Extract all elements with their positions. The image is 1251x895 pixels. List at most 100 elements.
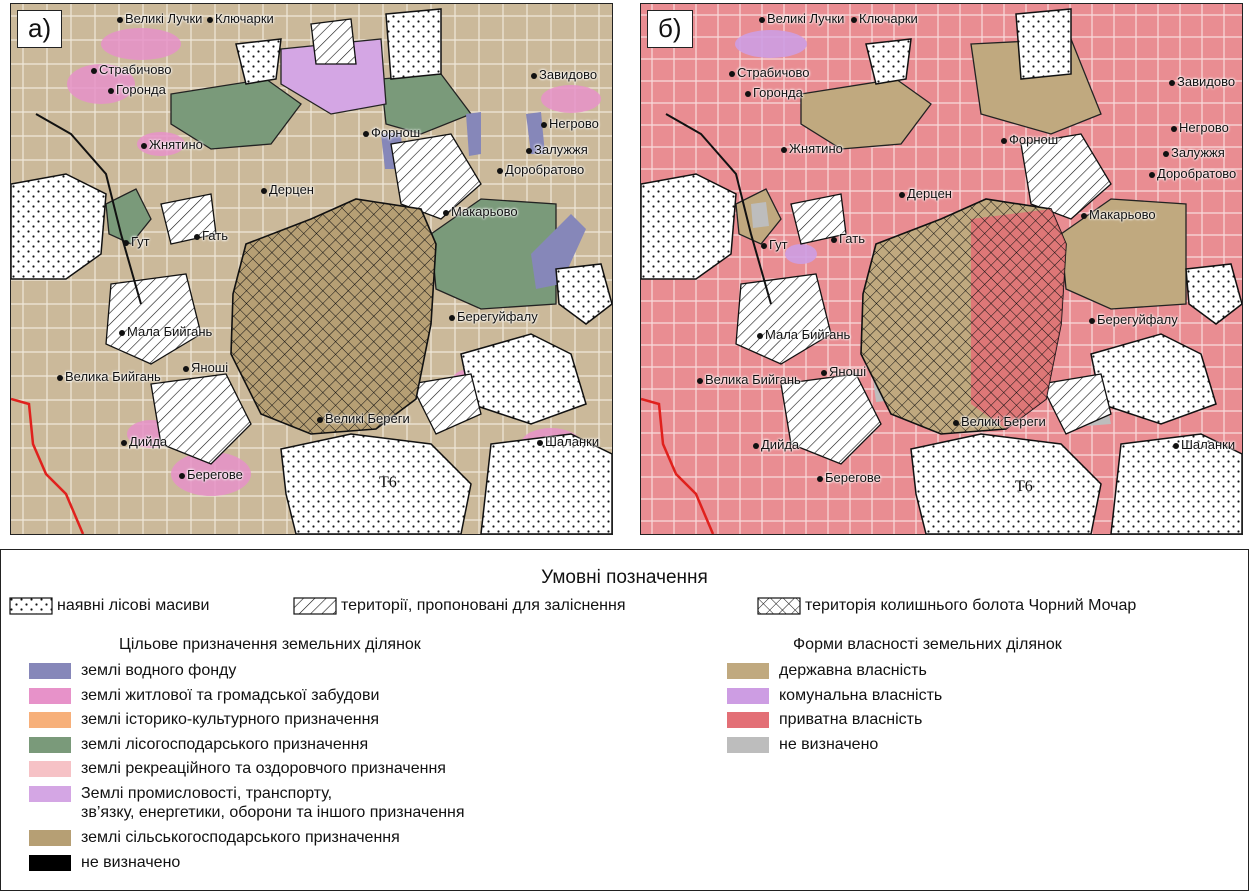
settlement-dot-icon [443,209,449,216]
settlement-dot-icon [899,191,905,198]
legend-item-label: приватна власність [779,711,923,728]
place-diida: Дийда [753,437,799,452]
settlement-dot-icon [781,146,787,153]
legend-swatch [29,785,71,802]
settlement-dot-icon [194,233,200,240]
place-hat: Гать [194,228,228,243]
road-number-label: Т6 [1015,478,1033,495]
legend-swatch [29,663,71,679]
legend-item-label: не визначено [779,735,879,753]
legend-item-label: комунальна власність [779,686,943,704]
legend-item-label: не визначено [81,853,181,871]
place-nehrovo: Негрово [541,116,599,131]
settlement-dot-icon [317,416,323,423]
settlement-dot-icon [117,16,123,23]
legend-item-label: землі лісогосподарського призначення [81,735,369,753]
settlement-dot-icon [526,147,532,154]
settlement-dot-icon [851,16,857,23]
settlement-dot-icon [91,67,97,74]
place-mala-byihan: Мала Бийгань [119,324,212,339]
place-yanoshi: Яноші [821,364,866,379]
map-panel-ownership: б) Великі Лучки Ключарки Страбичово Горо… [640,3,1243,535]
place-berehove: Берегове [817,470,881,485]
settlement-dot-icon [817,475,823,482]
place-velyki-luchky: Великі Лучки [117,11,202,26]
settlement-dot-icon [537,439,543,446]
place-zavydovo: Завидово [531,67,597,82]
place-diida: Дийда [121,434,167,449]
place-zhniatyno: Жнятино [781,141,843,156]
settlement-dot-icon [141,142,147,149]
settlement-dot-icon [757,332,763,339]
settlement-dot-icon [121,439,127,446]
settlement-dot-icon [363,130,369,137]
legend-item-label: державна власність [779,662,927,679]
panel-label-a: а) [17,10,63,48]
place-makarovo: Макарьово [443,204,518,219]
settlement-dot-icon [1173,442,1179,449]
settlement-dot-icon [261,187,267,194]
place-berehuifalu: Берегуйфалу [449,309,538,324]
legend-swatch [29,687,71,704]
settlement-dot-icon [497,167,503,174]
place-mala-byihan: Мала Бийгань [757,327,850,342]
place-zavydovo: Завидово [1169,74,1235,89]
place-zaluzhzhia: Залужжя [526,142,588,157]
settlement-dot-icon [108,87,114,94]
legend: Умовні позначення наявні лісові масиви т… [0,549,1249,891]
settlement-dot-icon [449,314,455,321]
legend-item-label: землі житлової та громадської забудови [81,686,380,704]
legend-swatch [727,712,769,728]
legend-pattern-bog: територія колишнього болота Чорний Мочар [757,597,1136,615]
settlement-dot-icon [1163,150,1169,157]
legend-item-label: Землі промисловості, транспорту, [81,784,333,802]
place-dertsen: Дерцен [899,186,952,201]
settlement-dot-icon [1149,171,1155,178]
place-velyka-byihan: Велика Бийгань [57,369,161,384]
place-kliucharky: Ключарки [207,11,274,26]
settlement-dot-icon [57,374,63,381]
map-canvas-purpose [11,4,612,534]
place-hat: Гать [831,231,865,246]
place-dorobratovo: Доробратово [1149,166,1236,181]
place-kliucharky: Ключарки [851,11,918,26]
settlement-dot-icon [953,419,959,426]
place-zhniatyno: Жнятино [141,137,203,152]
settlement-dot-icon [183,365,189,372]
settlement-dot-icon [207,16,213,23]
settlement-dot-icon [1001,137,1007,144]
road-number-label: Т6 [379,474,397,491]
panel-label-b: б) [647,10,693,48]
place-goronda: Горонда [108,82,166,97]
legend-item-label: землі водного фонду [81,662,237,679]
place-velyki-berehy: Великі Береги [953,414,1046,429]
settlement-dot-icon [1171,125,1177,132]
legend-swatch [727,736,769,753]
legend-swatch [29,761,71,777]
legend-swatch [29,854,71,871]
settlement-dot-icon [1081,212,1087,219]
settlement-dot-icon [697,377,703,384]
legend-swatch [29,712,71,728]
settlement-dot-icon [1089,317,1095,324]
settlement-dot-icon [179,472,185,479]
settlement-dot-icon [821,369,827,376]
place-hut: Гут [761,237,788,252]
place-nehrovo: Негрово [1171,120,1229,135]
place-zaluzhzhia: Залужжя [1163,145,1225,160]
settlement-dot-icon [119,329,125,336]
settlement-dot-icon [729,70,735,77]
settlement-dot-icon [1169,79,1175,86]
place-velyki-luchky: Великі Лучки [759,11,844,26]
legend-purpose-title: Цільове призначення земельних ділянок [119,636,421,653]
legend-pattern-proposed: території, пропоновані для заліснення [293,597,626,615]
settlement-dot-icon [759,16,765,23]
place-strabychovo: Страбичово [91,62,172,77]
legend-swatch [727,687,769,704]
place-shalanky: Шаланки [537,434,599,449]
legend-item-label: землі рекреаційного та оздоровчого призн… [81,760,446,777]
place-velyki-berehy: Великі Береги [317,411,410,426]
settlement-dot-icon [753,442,759,449]
settlement-dot-icon [541,121,547,128]
settlement-dot-icon [761,242,767,249]
